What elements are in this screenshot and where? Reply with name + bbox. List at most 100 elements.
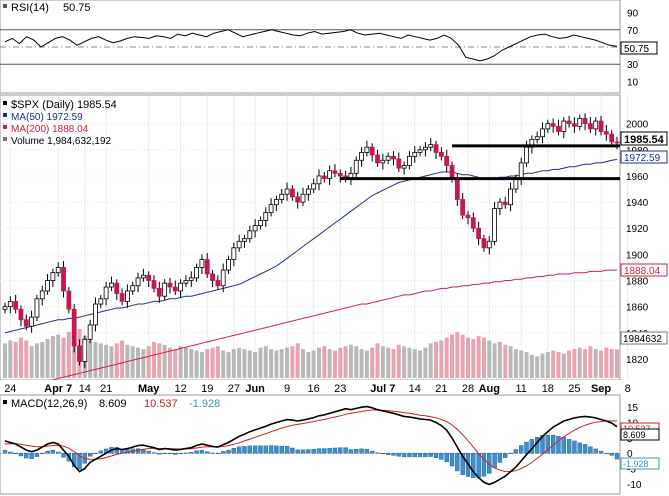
- volume-bar: [508, 346, 513, 378]
- volume-bar: [178, 346, 183, 378]
- x-tick-label: 25: [568, 383, 580, 395]
- macd-hist-bar: [487, 453, 492, 474]
- volume-bar: [290, 346, 295, 378]
- candle-down: [215, 280, 221, 287]
- x-tick-label: 23: [334, 383, 346, 395]
- volume-bars: [3, 326, 619, 378]
- candle-up: [412, 152, 418, 157]
- candle-up: [140, 274, 146, 279]
- volume-bar: [556, 352, 561, 378]
- volume-bar: [513, 349, 518, 378]
- candle-up: [188, 277, 194, 281]
- ma200-line: [4, 269, 618, 393]
- volume-bar: [231, 349, 236, 378]
- volume-bar: [162, 344, 167, 378]
- volume-bar: [253, 352, 258, 378]
- candle-down: [550, 123, 556, 127]
- candle-up: [226, 259, 231, 271]
- volume-bar: [428, 343, 433, 378]
- candle-down: [603, 131, 609, 135]
- macd-hist-bar: [327, 448, 332, 454]
- volume-bar: [120, 340, 125, 378]
- candle-down: [449, 165, 455, 179]
- macd-hist-bar: [210, 452, 215, 454]
- x-tick-label: 27: [228, 383, 240, 395]
- volume-bar: [348, 344, 353, 378]
- candle-up: [93, 303, 98, 326]
- volume-bar: [56, 334, 61, 378]
- volume-bar: [8, 340, 13, 378]
- macd-hist-bar: [242, 446, 247, 454]
- candle-up: [109, 282, 114, 288]
- macd-hist-bar: [396, 453, 402, 457]
- macd-hist-bar: [263, 445, 268, 454]
- volume-bar: [322, 346, 327, 378]
- volume-bar: [114, 343, 119, 378]
- macd-hist-bar: [311, 449, 316, 454]
- candle-up: [364, 146, 370, 153]
- candle-up: [82, 338, 88, 362]
- volume-bar: [545, 352, 550, 378]
- candle-down: [375, 154, 380, 164]
- macd-y-axis: 151050-5-10: [627, 403, 642, 491]
- macd-hist-bar: [604, 453, 609, 454]
- volume-bar: [18, 337, 23, 378]
- volume-bar: [604, 347, 609, 378]
- candle-down: [465, 214, 471, 219]
- macd-hist-bar: [439, 453, 444, 460]
- volume-bar: [183, 347, 188, 378]
- hist-tag: -1.928: [620, 457, 660, 470]
- macd-hist-bar: [566, 439, 572, 454]
- volume-bar: [455, 331, 460, 378]
- candle-up: [540, 128, 545, 138]
- candle-up: [359, 152, 364, 161]
- candle-down: [77, 345, 82, 362]
- macd-hist-bar: [433, 453, 439, 459]
- macd-hist-bar: [290, 447, 295, 454]
- macd-hist-bar: [391, 453, 396, 456]
- candle-up: [423, 146, 428, 151]
- volume-bar: [226, 352, 231, 378]
- macd-hist-bar: [295, 449, 300, 454]
- macd-legend: MACD(12,26,9) 8.609 10.537 -1.928: [3, 398, 220, 410]
- volume-bar: [61, 337, 66, 378]
- volume-bar: [519, 350, 524, 378]
- signal-value: 10.537: [144, 398, 178, 410]
- macd-hist-bar: [455, 453, 460, 472]
- macd-hist-bar: [2, 449, 8, 454]
- volume-bar: [152, 341, 157, 378]
- macd-value: 8.609: [99, 398, 127, 410]
- macd-hist-bar: [215, 453, 221, 454]
- macd-hist-bar: [157, 453, 162, 455]
- macd-hist-bar: [577, 442, 582, 454]
- volume-bar: [316, 347, 321, 378]
- volume-bar: [88, 340, 93, 378]
- candle-down: [119, 293, 125, 302]
- volume-bar: [40, 341, 45, 378]
- candle-down: [470, 217, 476, 229]
- volume-bar: [157, 343, 162, 378]
- macd-tag-text: 8.609: [623, 430, 646, 440]
- volume-bar: [332, 350, 337, 378]
- candle-down: [204, 259, 210, 275]
- macd-hist-bar: [45, 450, 50, 454]
- rsi-value-tag: 50.75: [620, 41, 658, 55]
- macd-hist-bar: [385, 453, 391, 455]
- volume-bar: [412, 349, 417, 378]
- price-tag-text: 1985.54: [624, 134, 665, 146]
- rsi-y-tick: 30: [627, 60, 639, 71]
- volume-bar: [593, 349, 598, 378]
- support-lines: [340, 144, 620, 181]
- price-y-tick: 1940: [626, 198, 649, 209]
- candle-up: [353, 159, 359, 174]
- macd-y-tick: 15: [627, 403, 639, 414]
- x-axis-band: [0, 380, 620, 395]
- macd-hist-bar: [497, 453, 503, 463]
- candle-up: [183, 280, 189, 284]
- volume-bar: [98, 343, 103, 378]
- rsi-y-axis: 90 70 30 10: [627, 9, 639, 89]
- candle-up: [125, 290, 130, 302]
- volume-bar: [104, 344, 109, 378]
- candle-up: [231, 247, 237, 261]
